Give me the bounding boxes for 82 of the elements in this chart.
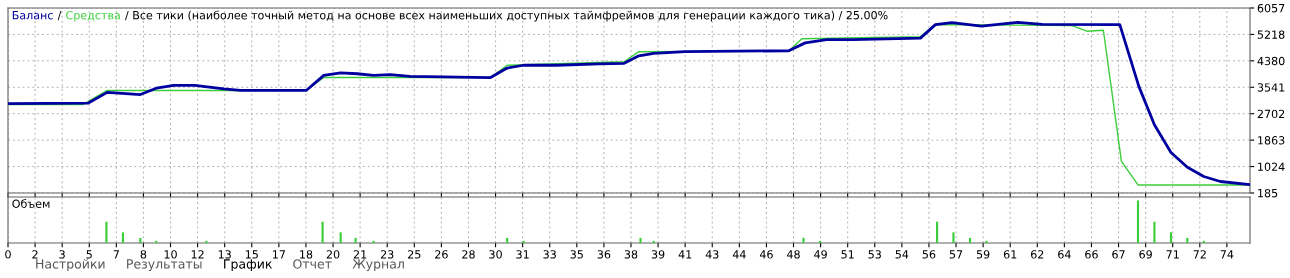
text: Журнал [352, 259, 404, 272]
bar [321, 221, 324, 243]
x-tick-label: 3 [59, 250, 65, 259]
y-tick-label: 4380 [1257, 56, 1285, 66]
x-tick-label: 44 [732, 250, 746, 259]
x-tick-label: 28 [462, 250, 475, 259]
bar [968, 237, 972, 243]
x-tick-label: 7 [113, 250, 119, 259]
x-tick-label: 46 [759, 250, 773, 259]
chart-title: / Все тики (наиболее точный метод на основе всех наименьших доступных таймфреймов для генерации каждого тика) / 25.00% [124, 10, 888, 22]
text: Средства [66, 10, 120, 22]
x-tick-label: 66 [1085, 250, 1098, 259]
x-tick-label: 10 [164, 250, 177, 259]
x-tick-label: 49 [814, 250, 827, 259]
bar [121, 232, 125, 243]
bar [985, 240, 988, 243]
x-tick-label: 12 [191, 250, 204, 259]
x-tick-label: 62 [1030, 250, 1044, 259]
bar [522, 240, 525, 243]
y-tick-label: 3541 [1257, 83, 1285, 92]
x-tick-label: 35 [570, 250, 583, 259]
y-tick-label: 6057 [1257, 3, 1285, 13]
x-tick-label: 48 [786, 250, 800, 259]
text: Результаты [127, 259, 202, 272]
x-tick-label: 57 [949, 250, 963, 259]
x-tick-label: 38 [624, 250, 638, 259]
x-tick-label: 61 [1003, 250, 1017, 259]
x-tick-label: 25 [408, 250, 421, 259]
y-tick-label: 2702 [1257, 109, 1285, 119]
bar [354, 237, 357, 243]
text: Отчет [293, 259, 332, 269]
x-tick-label: 13 [218, 250, 231, 259]
x-tick-label: 74 [1220, 250, 1234, 259]
bar [639, 237, 642, 243]
x-tick-label: 39 [651, 250, 665, 259]
x-tick-label: 59 [976, 250, 990, 259]
x-tick-label: 5 [86, 250, 92, 259]
y-tick-label: 5218 [1257, 30, 1285, 39]
x-tick-label: 26 [435, 250, 448, 259]
x-tick-label: 53 [868, 250, 881, 259]
x-tick-label: 54 [895, 250, 909, 259]
bar [1169, 232, 1173, 243]
x-tick-label: 51 [841, 250, 854, 259]
x-tick-label: 31 [516, 250, 529, 259]
bar [952, 232, 955, 243]
bar [802, 237, 805, 243]
x-tick-label: 2 [32, 250, 38, 259]
x-tick-label: 20 [326, 250, 340, 259]
x-tick-label: 41 [678, 250, 692, 259]
x-tick-label: 64 [1058, 250, 1071, 259]
bar [935, 221, 939, 243]
x-tick-label: 56 [922, 250, 936, 259]
x-tick-label: 0 [5, 250, 11, 259]
bar [1136, 200, 1140, 243]
x-tick-label: 15 [245, 250, 258, 259]
text: График [224, 259, 273, 272]
x-tick-label: 23 [380, 250, 394, 259]
text: Настройки [36, 259, 105, 272]
x-tick-label: 18 [300, 250, 313, 259]
bar [506, 237, 509, 243]
bar [339, 232, 342, 243]
text: Баланс [12, 11, 53, 20]
x-tick-label: 72 [1193, 250, 1206, 259]
x-tick-label: 69 [1139, 250, 1152, 259]
x-tick-label: 8 [140, 250, 147, 259]
y-tick-label: 185 [1258, 188, 1278, 198]
x-tick-label: 36 [597, 250, 611, 259]
x-tick-label: 30 [489, 250, 502, 259]
bar [1186, 237, 1189, 243]
x-tick-label: 17 [273, 250, 285, 259]
y-tick-label: 1024 [1258, 162, 1285, 171]
x-tick-label: 43 [705, 250, 719, 259]
x-tick-label: 67 [1112, 250, 1125, 259]
bar [1153, 221, 1156, 243]
bar [105, 221, 108, 243]
chart-title: Объем [12, 199, 50, 208]
x-tick-label: 33 [543, 250, 556, 259]
bar [139, 237, 142, 243]
x-tick-label: 21 [353, 250, 367, 259]
annotation: / [57, 11, 62, 21]
y-tick-label: 1863 [1258, 136, 1285, 145]
x-tick-label: 71 [1166, 250, 1179, 259]
